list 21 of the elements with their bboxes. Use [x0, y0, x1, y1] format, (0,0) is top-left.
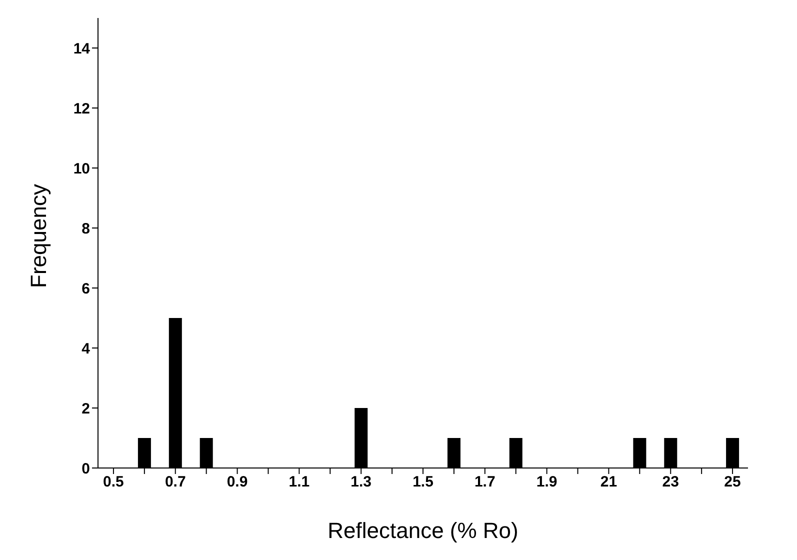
y-tick-label: 6 — [82, 280, 90, 298]
y-tick-label: 2 — [82, 400, 90, 418]
x-tick-label: 0.7 — [164, 474, 186, 491]
x-tick-label: 21 — [600, 474, 618, 491]
x-tick-label: 1.1 — [288, 474, 310, 491]
x-tick-label: 0.9 — [226, 474, 248, 491]
y-tick-label: 10 — [73, 160, 90, 178]
x-tick-label: 23 — [662, 474, 679, 491]
y-tick-label: 4 — [82, 340, 91, 358]
y-tick-label: 12 — [73, 100, 90, 118]
x-tick-label: 1.5 — [412, 474, 434, 491]
x-tick-label: 25 — [724, 474, 741, 491]
x-tick-label: 0.5 — [103, 474, 124, 491]
x-axis-title: Reflectance (% Ro) — [328, 518, 518, 543]
y-tick-label: 14 — [73, 40, 91, 58]
y-tick-label: 0 — [82, 460, 90, 478]
y-tick-label: 8 — [82, 220, 90, 238]
x-tick-label: 1.3 — [350, 474, 372, 491]
x-tick-label: 1.9 — [536, 474, 558, 491]
y-axis-title: Frequency — [26, 184, 51, 288]
x-tick-label: 1.7 — [474, 474, 496, 491]
